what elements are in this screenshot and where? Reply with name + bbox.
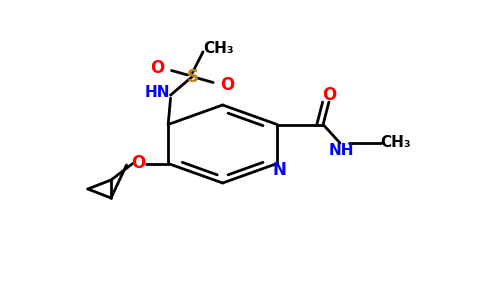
Text: CH₃: CH₃ <box>380 135 411 150</box>
Text: N: N <box>272 161 287 179</box>
Text: CH₃: CH₃ <box>203 41 234 56</box>
Text: O: O <box>322 85 336 103</box>
Text: O: O <box>150 59 164 77</box>
Text: HN: HN <box>144 85 170 100</box>
Text: O: O <box>131 154 145 172</box>
Text: S: S <box>186 68 198 85</box>
Text: O: O <box>221 76 235 94</box>
Text: NH: NH <box>328 143 354 158</box>
